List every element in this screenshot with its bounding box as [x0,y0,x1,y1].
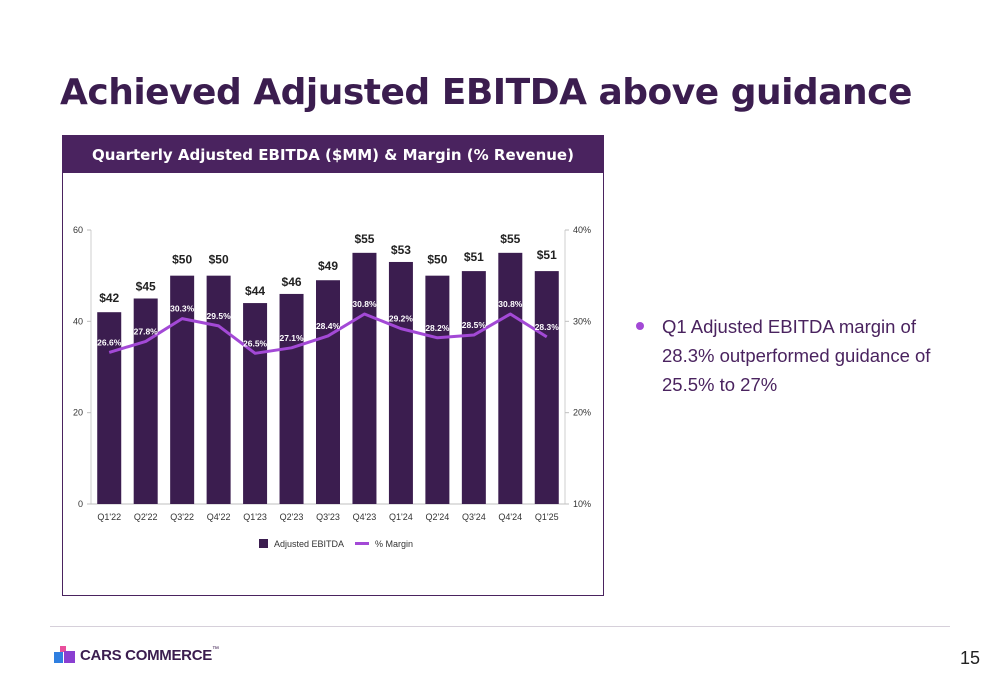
margin-value-label: 30.3% [170,304,195,314]
y2-tick-label: 30% [573,316,591,326]
bar [425,275,450,504]
bar-value-label: $49 [318,259,338,273]
footer-divider [50,626,950,627]
bullet-text: Q1 Adjusted EBITDA margin of 28.3% outpe… [662,316,931,395]
x-tick-label: Q2'24 [426,512,450,522]
y-tick-label: 20 [73,408,83,418]
bar [279,293,304,504]
bar [243,303,268,504]
x-tick-label: Q2'23 [280,512,304,522]
bullet-dot-icon [636,322,644,330]
x-tick-label: Q3'23 [316,512,340,522]
margin-value-label: 29.5% [207,311,232,321]
bar [316,280,340,504]
logo-trademark: ™ [211,645,219,653]
bar-value-label: $51 [464,250,484,264]
x-tick-label: Q4'23 [353,512,377,522]
bar [534,271,559,504]
chart-header: Quarterly Adjusted EBITDA ($MM) & Margin… [63,136,603,173]
margin-value-label: 30.8% [352,299,377,309]
margin-value-label: 28.4% [316,321,341,331]
margin-value-label: 27.8% [134,326,159,336]
ebitda-chart: 0 20 40 60 10% 20% 30% 40% $42 $45 $50 $50 $44 $46 $49… [73,225,591,549]
bar-value-label: $42 [99,291,119,305]
bar [206,275,231,504]
y-tick-label: 60 [73,225,83,235]
chart-panel: Quarterly Adjusted EBITDA ($MM) & Margin… [62,135,604,596]
y2-tick-label: 20% [573,408,591,418]
x-tick-label: Q3'24 [462,512,486,522]
cars-commerce-logo: CARS COMMERCE ™ [54,644,219,666]
x-tick-label: Q3'22 [170,512,194,522]
bar-value-label: $50 [209,253,229,267]
bar-value-label: $55 [500,232,520,246]
margin-value-label: 28.3% [535,322,560,332]
bullet-point: Q1 Adjusted EBITDA margin of 28.3% outpe… [636,312,966,399]
legend-swatch-bar [259,539,268,548]
bar [461,271,486,504]
bar [498,252,523,504]
bar-value-label: $53 [391,243,411,257]
page-title: Achieved Adjusted EBITDA above guidance [60,72,912,113]
margin-value-label: 26.6% [97,337,122,347]
margin-value-label: 28.5% [462,320,487,330]
x-tick-label: Q1'25 [535,512,559,522]
x-tick-label: Q1'23 [243,512,267,522]
legend-label-line: % Margin [375,539,413,549]
y-tick-label: 0 [78,499,83,509]
x-tick-label: Q2'22 [134,512,158,522]
y2-tick-label: 40% [573,225,591,235]
x-tick-label: Q1'24 [389,512,413,522]
margin-value-label: 28.2% [425,323,450,333]
x-tick-label: Q1'22 [97,512,121,522]
margin-line [108,312,548,355]
logo-text: CARS COMMERCE [80,646,212,664]
bar [352,252,377,504]
x-tick-label: Q4'24 [498,512,522,522]
page-number: 15 [960,648,981,668]
margin-value-label: 30.8% [498,299,523,309]
bar [97,312,122,504]
bar-value-label: $44 [245,284,265,298]
bar-value-label: $45 [136,280,156,294]
bar-value-label: $50 [172,253,192,267]
x-tick-label: Q4'22 [207,512,231,522]
y2-tick-label: 10% [573,499,591,509]
margin-value-label: 27.1% [279,333,304,343]
bar-value-label: $55 [354,232,374,246]
bar-value-label: $50 [427,253,447,267]
bar [170,275,195,504]
bar [133,298,158,504]
bar-value-label: $46 [282,275,302,289]
bar-value-label: $51 [537,248,557,262]
margin-value-label: 26.5% [243,338,268,348]
logo-mark-icon [54,644,76,666]
legend-label-bar: Adjusted EBITDA [274,539,344,549]
y-tick-label: 40 [73,316,83,326]
margin-value-label: 29.2% [389,314,414,324]
bar [388,261,413,504]
